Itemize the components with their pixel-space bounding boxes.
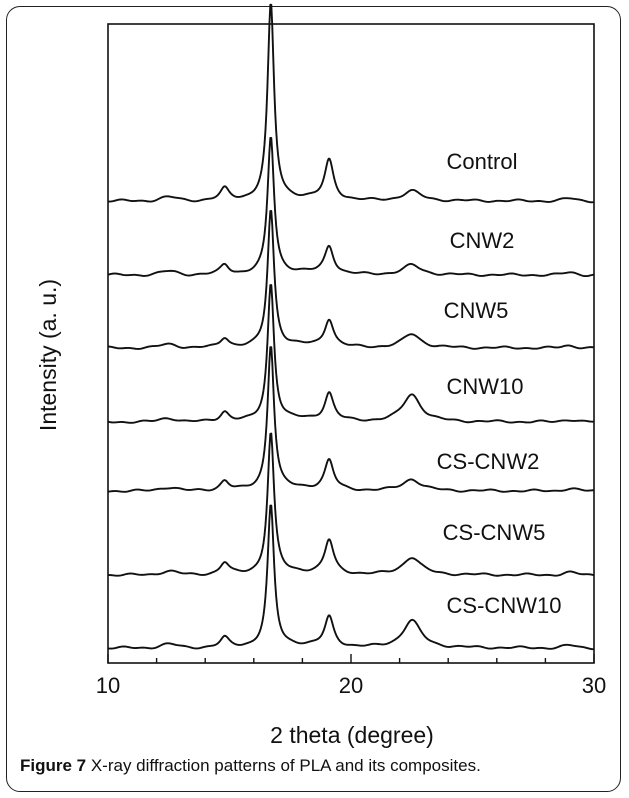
series-line-cnw2 <box>107 137 595 278</box>
series-line-cnw5 <box>107 209 595 350</box>
series-line-cs-cnw5 <box>107 432 595 577</box>
figure-caption: Figure 7 X-ray diffraction patterns of P… <box>20 756 620 776</box>
series-line-cs-cnw10 <box>107 504 595 651</box>
caption-label: Figure 7 <box>20 756 87 775</box>
series-label: CNW5 <box>444 298 509 323</box>
caption-text: X-ray diffraction patterns of PLA and it… <box>86 756 481 775</box>
series-label: CS-CNW2 <box>437 449 540 474</box>
plot-axes: 10 20 30 <box>96 23 606 698</box>
x-tick-label: 30 <box>582 673 606 698</box>
series-label: Control <box>447 149 518 174</box>
series-line-cs-cnw2 <box>107 346 595 493</box>
series-label: CS-CNW5 <box>443 520 546 545</box>
plot-traces <box>107 3 595 651</box>
x-axis-label: 2 theta (degree) <box>270 722 434 748</box>
x-tick-label: 20 <box>339 673 363 698</box>
plot-frame <box>107 23 595 664</box>
series-label: CNW10 <box>446 374 523 399</box>
series-label: CNW2 <box>450 228 515 253</box>
x-tick-label: 10 <box>96 673 120 698</box>
series-label: CS-CNW10 <box>447 593 562 618</box>
series-line-cnw10 <box>107 284 595 424</box>
series-line-control <box>107 3 595 204</box>
y-axis-label: Intensity (a. u.) <box>35 279 61 431</box>
plot-series-labels: Control CNW2 CNW5 CNW10 CS-CNW2 CS-CNW5 CS-CNW… <box>437 149 562 618</box>
